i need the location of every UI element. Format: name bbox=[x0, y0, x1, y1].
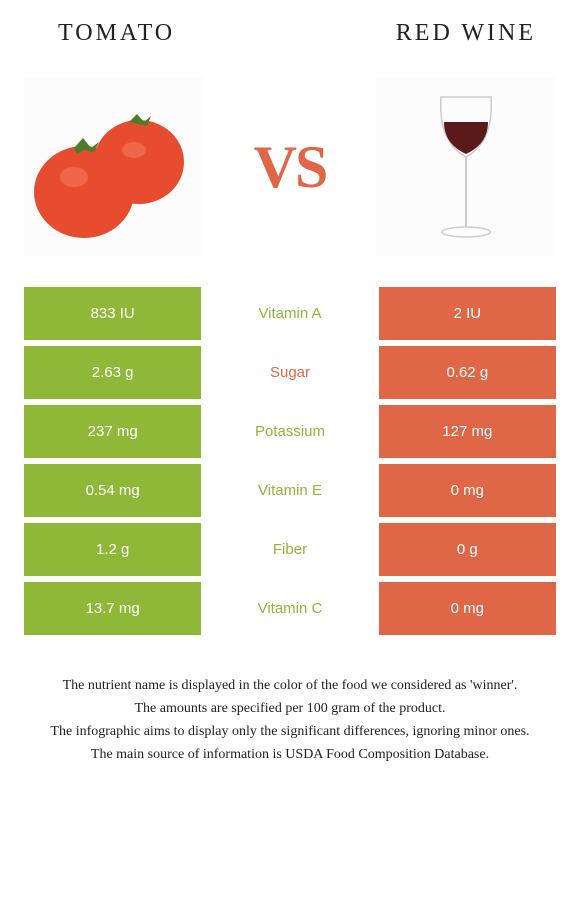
table-row: 833 IUVitamin A2 IU bbox=[24, 287, 556, 340]
cell-tomato-value: 237 mg bbox=[24, 405, 201, 458]
footer-line-4: The main source of information is USDA F… bbox=[28, 744, 552, 765]
cell-nutrient-name: Vitamin E bbox=[201, 464, 378, 517]
cell-tomato-value: 2.63 g bbox=[24, 346, 201, 399]
cell-nutrient-name: Vitamin C bbox=[201, 582, 378, 635]
cell-nutrient-name: Fiber bbox=[201, 523, 378, 576]
cell-tomato-value: 0.54 mg bbox=[24, 464, 201, 517]
cell-nutrient-name: Vitamin A bbox=[201, 287, 378, 340]
infographic-container: TOMATO RED WINE VS 833 IUVitamin A2 IU2 bbox=[0, 0, 580, 787]
title-redwine: RED WINE bbox=[396, 20, 536, 47]
tomato-image bbox=[24, 77, 204, 257]
table-row: 0.54 mgVitamin E0 mg bbox=[24, 464, 556, 517]
tomato-icon bbox=[29, 92, 199, 242]
table-row: 2.63 gSugar0.62 g bbox=[24, 346, 556, 399]
cell-tomato-value: 13.7 mg bbox=[24, 582, 201, 635]
title-tomato: TOMATO bbox=[58, 20, 175, 47]
cell-wine-value: 0 mg bbox=[379, 582, 556, 635]
cell-wine-value: 0.62 g bbox=[379, 346, 556, 399]
cell-wine-value: 0 g bbox=[379, 523, 556, 576]
comparison-table: 833 IUVitamin A2 IU 2.63 gSugar0.62 g 237 … bbox=[24, 287, 556, 635]
cell-tomato-value: 833 IU bbox=[24, 287, 201, 340]
footer-notes: The nutrient name is displayed in the co… bbox=[24, 675, 556, 765]
table-row: 13.7 mgVitamin C0 mg bbox=[24, 582, 556, 635]
cell-tomato-value: 1.2 g bbox=[24, 523, 201, 576]
cell-nutrient-name: Potassium bbox=[201, 405, 378, 458]
cell-wine-value: 0 mg bbox=[379, 464, 556, 517]
header: TOMATO RED WINE bbox=[24, 20, 556, 47]
cell-wine-value: 127 mg bbox=[379, 405, 556, 458]
table-row: 237 mgPotassium127 mg bbox=[24, 405, 556, 458]
footer-line-2: The amounts are specified per 100 gram o… bbox=[28, 698, 552, 719]
cell-nutrient-name: Sugar bbox=[201, 346, 378, 399]
footer-line-1: The nutrient name is displayed in the co… bbox=[28, 675, 552, 696]
wine-glass-icon bbox=[416, 82, 516, 252]
images-row: VS bbox=[24, 77, 556, 257]
vs-label: VS bbox=[254, 133, 327, 202]
wine-image bbox=[376, 77, 556, 257]
table-row: 1.2 gFiber0 g bbox=[24, 523, 556, 576]
footer-line-3: The infographic aims to display only the… bbox=[28, 721, 552, 742]
cell-wine-value: 2 IU bbox=[379, 287, 556, 340]
